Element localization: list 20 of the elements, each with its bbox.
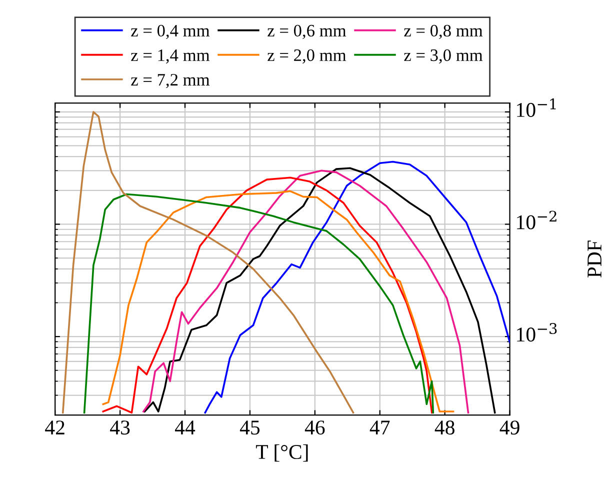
x-tick-label: 46 bbox=[304, 420, 325, 435]
x-axis-title: T [°C] bbox=[256, 444, 308, 462]
y-tick-label: 10$^{−1}$ bbox=[517, 98, 556, 117]
legend-label: z = 7,2 mm bbox=[131, 74, 210, 88]
legend-label: z = 0,4 mm bbox=[131, 24, 210, 40]
x-tick-label: 43 bbox=[110, 420, 130, 435]
x-tick-label: 44 bbox=[174, 420, 196, 434]
y-tick-label: 10$^{−2}$ bbox=[517, 210, 556, 230]
x-tick-label: 42 bbox=[45, 420, 64, 434]
y-axis-title: PDF bbox=[588, 240, 602, 278]
legend-label: z = 0,8 mm bbox=[404, 24, 483, 40]
x-tick-label: 47 bbox=[370, 420, 390, 434]
y-tick-label: 10$^{−3}$ bbox=[517, 323, 557, 342]
x-tick-label: 48 bbox=[434, 420, 454, 435]
x-tick-label: 45 bbox=[240, 420, 260, 435]
legend-label: z = 1,4 mm bbox=[131, 49, 210, 64]
legend-label: z = 3,0 mm bbox=[404, 49, 483, 64]
legend-label: z = 2,0 mm bbox=[268, 49, 346, 64]
legend-label: z = 0,6 mm bbox=[268, 24, 346, 40]
x-tick-label: 49 bbox=[500, 420, 520, 435]
